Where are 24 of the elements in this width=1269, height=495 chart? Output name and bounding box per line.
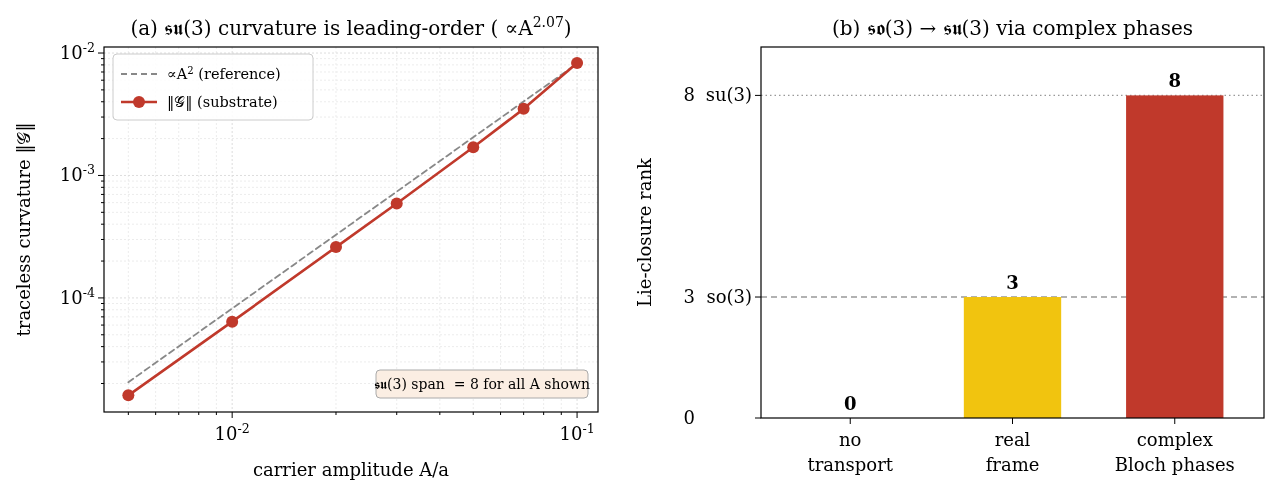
x-tick-label: no transport: [807, 429, 894, 475]
legend-label: ‖𝒢‖ (substrate): [167, 94, 278, 111]
y-tick-label: 0: [683, 407, 695, 428]
x-tick-label: 10$^{-1}$: [559, 420, 595, 444]
y-tick-label: 10$^{-3}$: [59, 161, 95, 186]
data-label: 3: [1006, 272, 1019, 294]
data-label: 0: [843, 393, 857, 414]
y-tick-label: 10$^{-4}$: [59, 284, 95, 308]
annotation: 𝖘𝖚(3) span = 8 for all A shown: [374, 376, 590, 392]
legend-label: ∝A$^{2}$ (reference): [167, 64, 281, 82]
x-axis-title: carrier amplitude A/a: [252, 459, 450, 480]
y-tick-label: 8: [683, 84, 695, 106]
x-tick-label: 10$^{-2}$: [214, 420, 250, 444]
x-tick-label: real frame: [985, 429, 1040, 475]
ref-line-label: so(3): [706, 286, 752, 308]
data-label: 8: [1168, 70, 1182, 92]
y-axis-title: Lie-closure rank: [634, 157, 655, 307]
x-tick-label: complex Bloch phases: [1114, 429, 1235, 475]
ref-line-label: su(3): [705, 84, 752, 106]
y-tick-label: 10$^{-2}$: [59, 39, 95, 64]
y-axis-title: traceless curvature ‖𝒢‖: [13, 122, 35, 337]
chart-title: (b) 𝖘𝖔(3) → 𝖘𝖚(3) via complex phases: [831, 16, 1194, 40]
chart-title: (a) 𝖘𝖚(3) curvature is leading-order ( ∝A$^{2.07}$): [130, 14, 572, 40]
y-tick-label: 3: [683, 286, 695, 308]
